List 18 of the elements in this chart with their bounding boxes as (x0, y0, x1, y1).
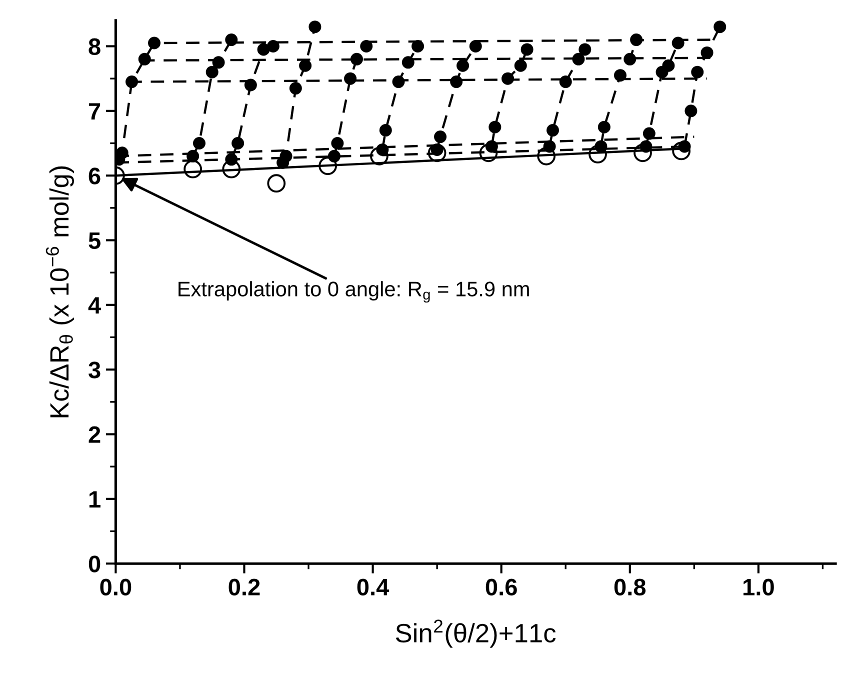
x-tick-label: 1.0 (744, 578, 774, 596)
x-tick-label: 0.2 (228, 578, 260, 596)
y-tick-label: 5 (88, 232, 100, 250)
y-axis-title: Kc/ΔR$_{θ}$ (x 10$^{−6}$ mol/g) (46, 166, 74, 418)
y-tick-label: 4 (88, 297, 101, 314)
y-tick-label: 2 (88, 426, 100, 443)
y-tick-label: 6 (88, 168, 100, 184)
x-tick-label: 0.0 (100, 578, 132, 596)
y-tick-label: 8 (88, 38, 100, 56)
y-tick-label: 3 (88, 362, 100, 378)
x-tick-label: 0.8 (614, 578, 646, 596)
y-tick-label: 1 (89, 491, 100, 508)
annotation: Extrapolation to 0 angle: R$_{g}$ = 15.9 nm (178, 281, 529, 303)
y-tick-label: 7 (88, 103, 100, 120)
x-tick-label: 0.6 (486, 578, 517, 596)
x-tick-label: 0.4 (357, 578, 390, 596)
x-axis-title: Sin$^{2}$(θ/2)+11c (396, 620, 556, 648)
y-tick-label: 0 (88, 556, 100, 572)
